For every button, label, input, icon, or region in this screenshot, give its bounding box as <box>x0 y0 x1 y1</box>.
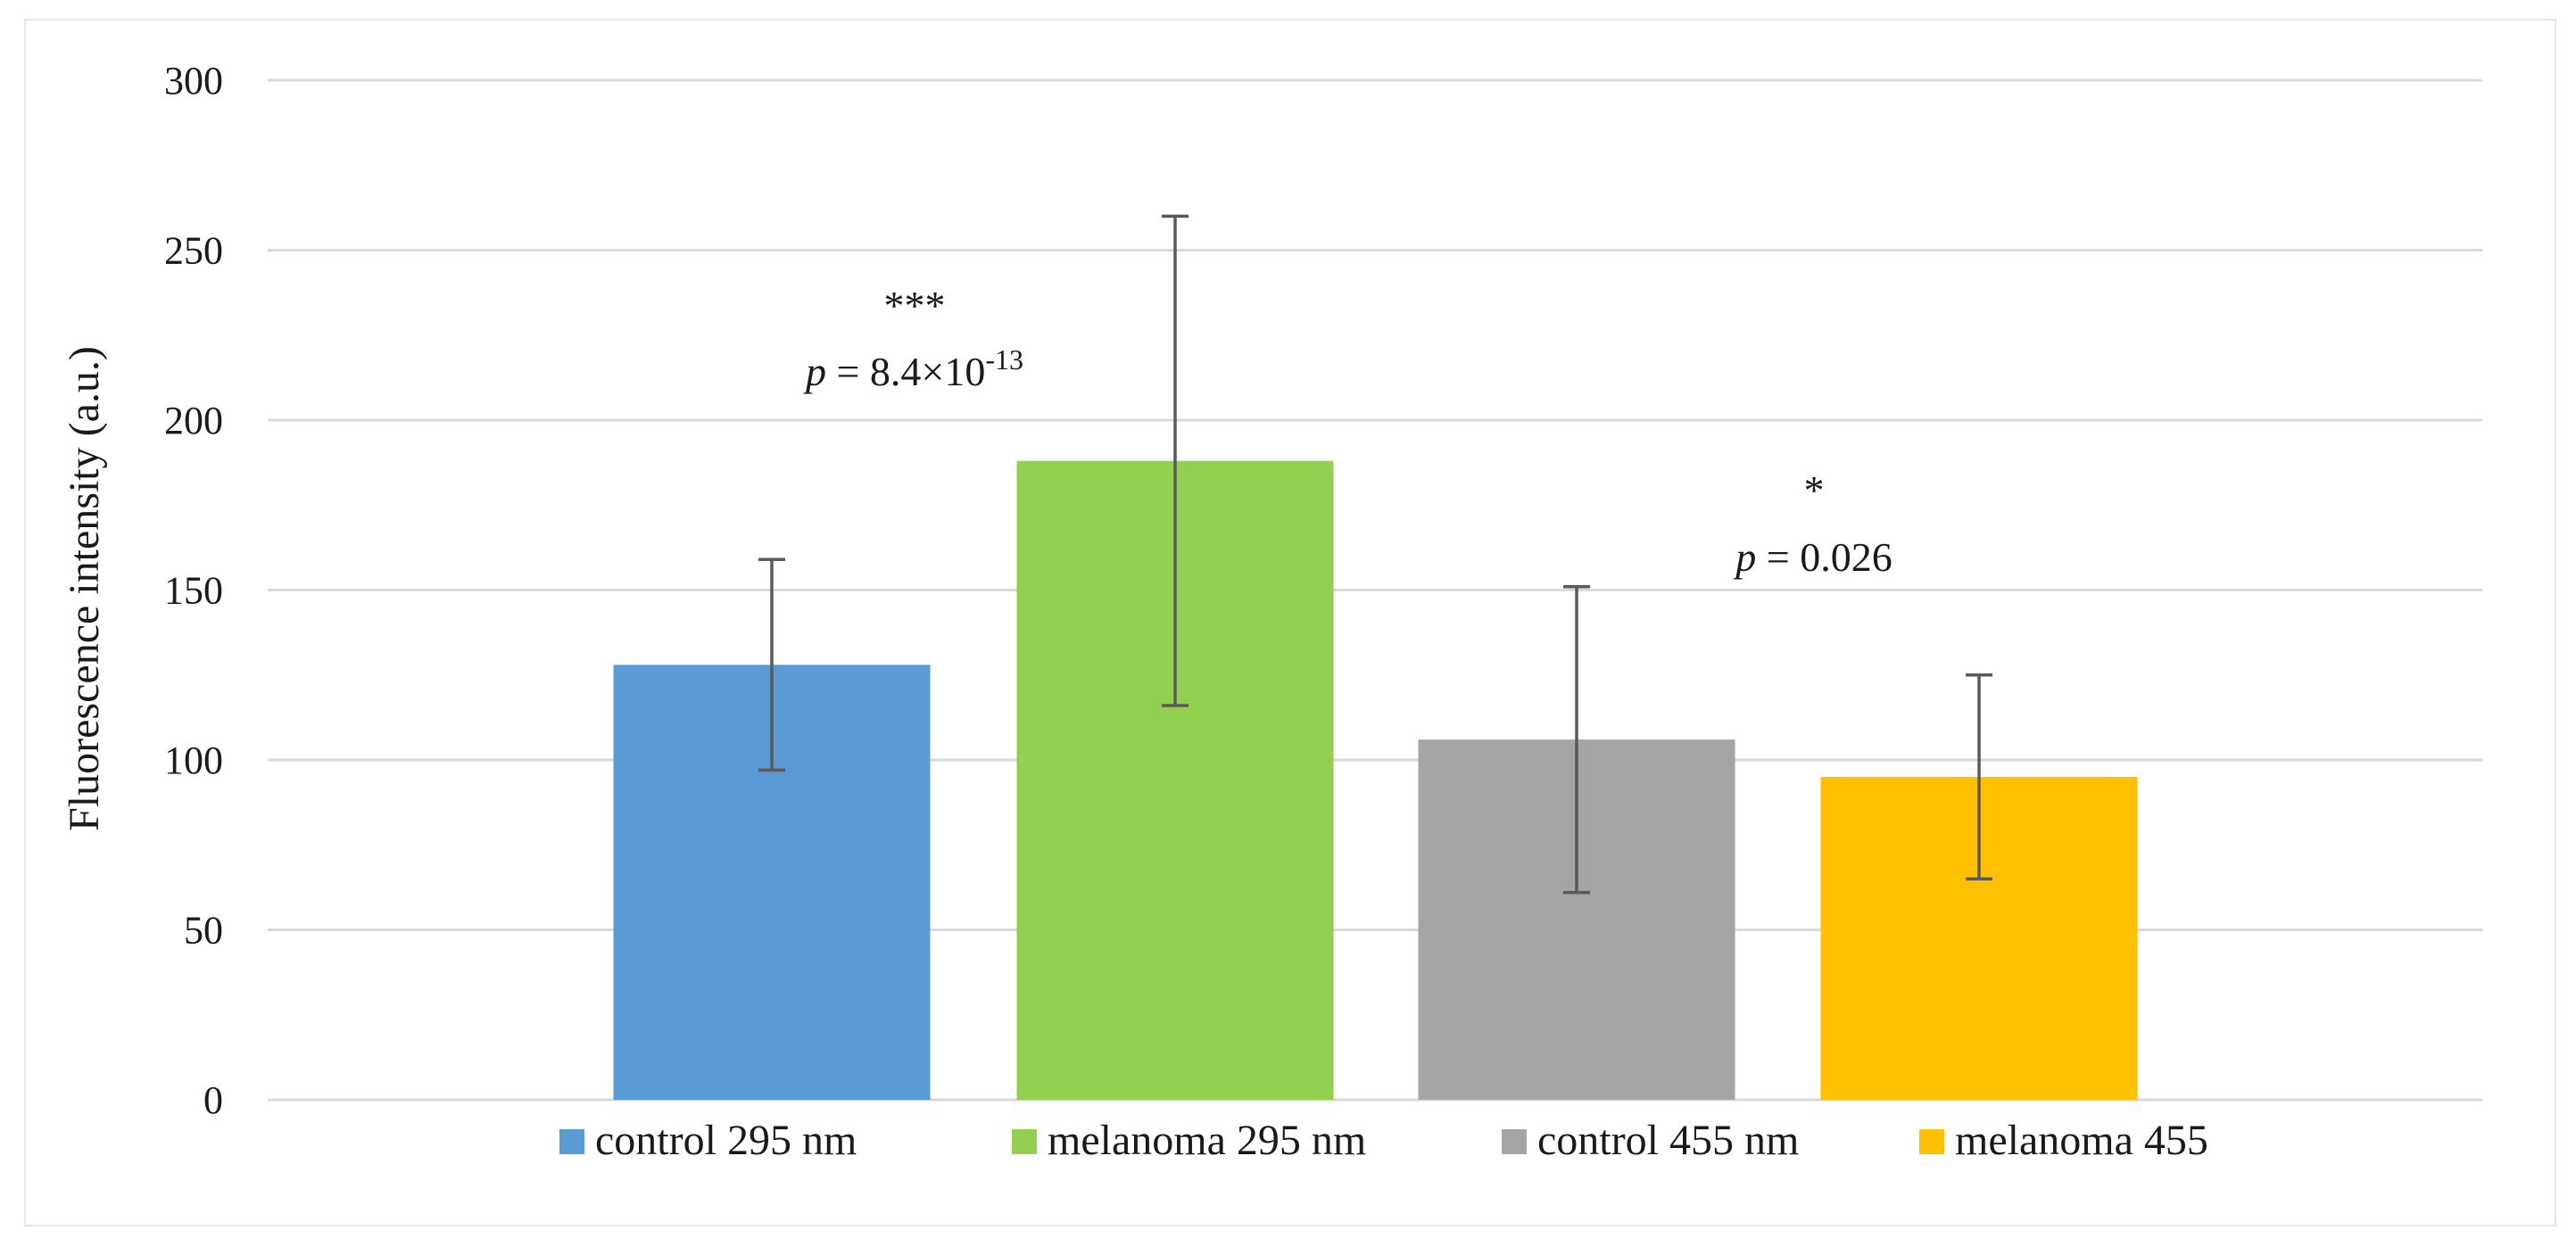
significance-stars: * <box>1804 467 1825 513</box>
y-tick-label: 50 <box>184 909 223 953</box>
significance-annotations: *** p = 8.4×10-13 * p = 0.026 <box>803 283 1893 580</box>
p-value: = 0.026 <box>1767 534 1893 580</box>
y-tick-label: 100 <box>164 739 223 782</box>
legend-swatch <box>559 1129 584 1154</box>
legend-label: melanoma 455 <box>1955 1117 2208 1164</box>
legend-item-1: control 295 nm <box>559 1117 857 1164</box>
y-tick-label: 0 <box>203 1078 223 1122</box>
p-value: = 8.4×10 <box>836 349 985 394</box>
significance-stars: *** <box>884 283 946 328</box>
legend-item-2: melanoma 295 nm <box>1012 1117 1366 1164</box>
legend-item-4: melanoma 455 <box>1919 1117 2208 1164</box>
error-bars <box>758 214 1992 895</box>
legend-swatch <box>1919 1129 1944 1154</box>
legend-label: control 295 nm <box>595 1117 857 1164</box>
chart-border <box>24 19 2556 1226</box>
p-value-label: p = 8.4×10-13 <box>803 343 1023 394</box>
legend: control 295 nm melanoma 295 nm control 455… <box>559 1117 2208 1164</box>
y-tick-label: 150 <box>164 569 223 613</box>
p-value-label: p = 0.026 <box>1733 534 1892 580</box>
legend-swatch <box>1502 1129 1527 1154</box>
gridlines <box>268 78 2482 1102</box>
bars <box>613 460 2138 1100</box>
y-axis-label: Fluorescence intensity (a.u.) <box>61 346 108 831</box>
error-bar-2 <box>1162 214 1189 707</box>
legend-swatch <box>1012 1129 1037 1154</box>
y-tick-label: 250 <box>164 229 223 273</box>
y-tick-label: 200 <box>164 399 223 442</box>
error-bar-3 <box>1563 584 1590 895</box>
y-tick-label: 300 <box>164 59 223 103</box>
p-exponent: -13 <box>985 343 1023 376</box>
error-bar-4 <box>1966 673 1992 881</box>
p-symbol: p <box>803 349 837 394</box>
legend-label: control 455 nm <box>1537 1117 1799 1164</box>
legend-label: melanoma 295 nm <box>1048 1117 1366 1164</box>
error-bar-1 <box>758 557 785 772</box>
legend-item-3: control 455 nm <box>1502 1117 1799 1164</box>
y-axis-ticks: 0 50 100 150 200 250 300 <box>164 59 223 1122</box>
p-symbol: p <box>1733 534 1767 580</box>
